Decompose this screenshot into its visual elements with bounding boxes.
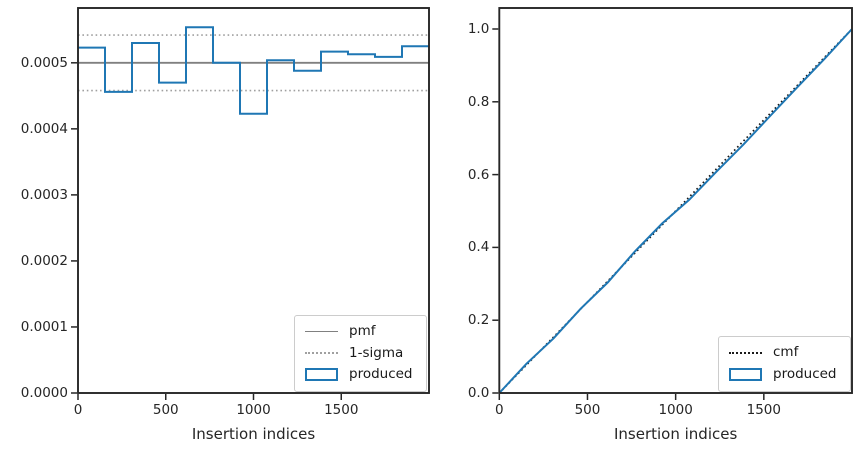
- y-tick-label: 0.0003: [20, 186, 68, 203]
- solid-line-gray-handle-icon: [305, 331, 338, 332]
- x-tick-label: 500: [152, 402, 179, 418]
- legend-label: produced: [349, 366, 413, 382]
- legend-entry-produced: produced: [729, 366, 837, 383]
- left-plot: [71, 7, 430, 400]
- produced-step-line: [78, 26, 429, 115]
- left-legend: pmf 1-sigma produced: [294, 315, 427, 392]
- y-tick-label: 0.0004: [20, 120, 68, 137]
- y-tick-label: 0.0002: [20, 252, 68, 269]
- x-tick-label: 1000: [236, 402, 271, 418]
- legend-label: cmf: [773, 344, 799, 360]
- axes-spines: [77, 7, 430, 394]
- legend-label: pmf: [349, 323, 376, 339]
- y-tick-label: 1.0: [467, 21, 490, 37]
- axes-spines: [498, 7, 853, 394]
- y-tick-label: 0.8: [467, 93, 490, 110]
- produced-cmf-line: [498, 28, 853, 394]
- x-tick-label: 1500: [324, 402, 359, 418]
- y-tick-label: 0.0000: [20, 385, 68, 401]
- y-tick-label: 0.0005: [20, 54, 68, 71]
- y-tick-label: 0.0: [467, 385, 490, 401]
- dotted-line-gray-handle-icon: [305, 352, 338, 354]
- x-tick-label: 500: [574, 402, 601, 418]
- x-tick-label: 1500: [746, 402, 781, 418]
- blue-line-rect-handle-icon: [729, 367, 762, 381]
- legend-label: 1-sigma: [349, 344, 404, 361]
- left-xaxis-label: Insertion indices: [191, 425, 316, 443]
- blue-line-rect-handle-icon: [305, 368, 338, 381]
- legend-entry-1-sigma: 1-sigma: [305, 345, 413, 362]
- right-legend: cmf produced: [718, 336, 851, 392]
- legend-entry-pmf: pmf: [305, 323, 413, 340]
- y-tick-label: 0.4: [467, 239, 490, 256]
- y-tick-label: 0.0001: [20, 318, 68, 335]
- x-tick-label: 0: [73, 402, 83, 418]
- x-tick-label: 1000: [658, 402, 693, 418]
- legend-entry-cmf: cmf: [729, 344, 837, 361]
- right-plot: [492, 7, 853, 400]
- legend-entry-produced: produced: [305, 366, 413, 383]
- y-tick-label: 0.2: [467, 312, 490, 329]
- right-xaxis-label: Insertion indices: [613, 425, 738, 443]
- y-tick-label: 0.6: [467, 166, 490, 183]
- legend-label: produced: [773, 365, 837, 382]
- dotted-line-black-handle-icon: [729, 351, 762, 354]
- x-tick-label: 0: [495, 402, 504, 418]
